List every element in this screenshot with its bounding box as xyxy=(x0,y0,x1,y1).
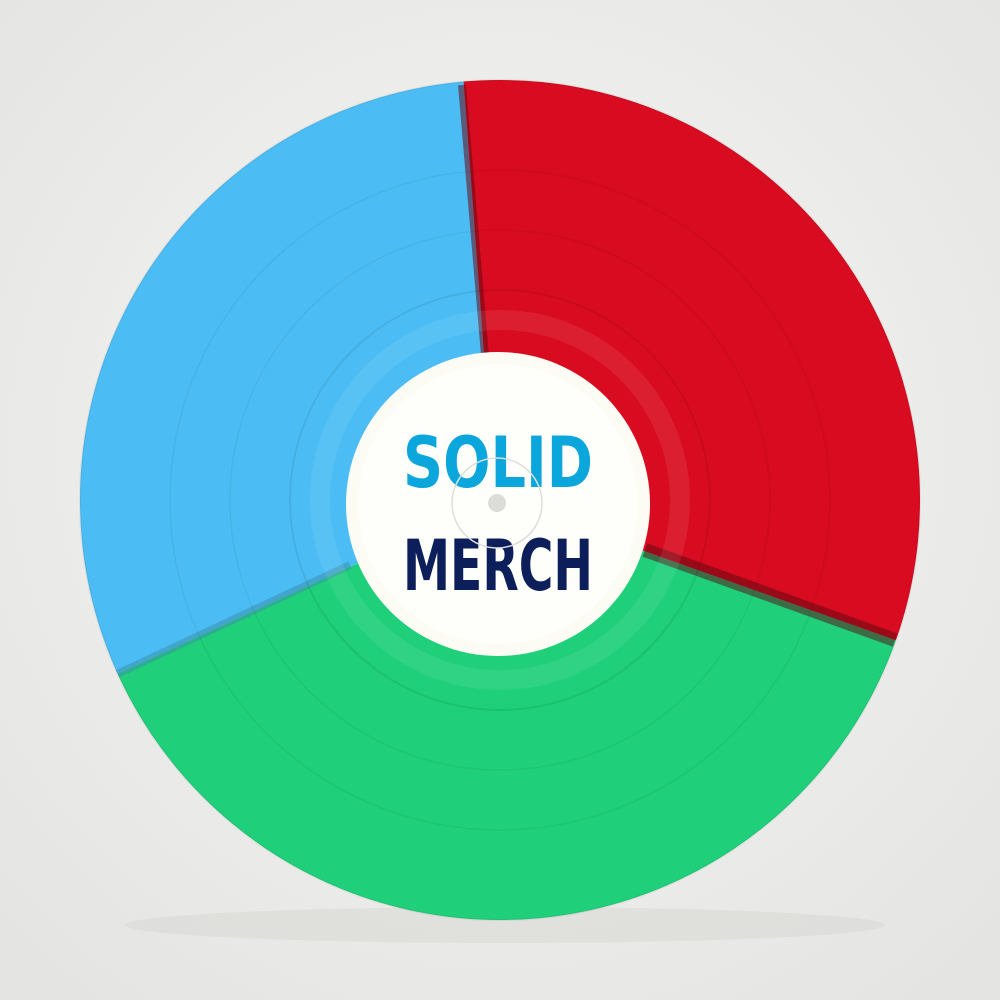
shadow xyxy=(125,907,885,943)
spindle-hole xyxy=(488,494,506,512)
spindle-ring xyxy=(451,457,543,549)
label-text-solid: SOLID xyxy=(403,422,593,504)
label-text-merch: MERCH xyxy=(403,525,593,607)
